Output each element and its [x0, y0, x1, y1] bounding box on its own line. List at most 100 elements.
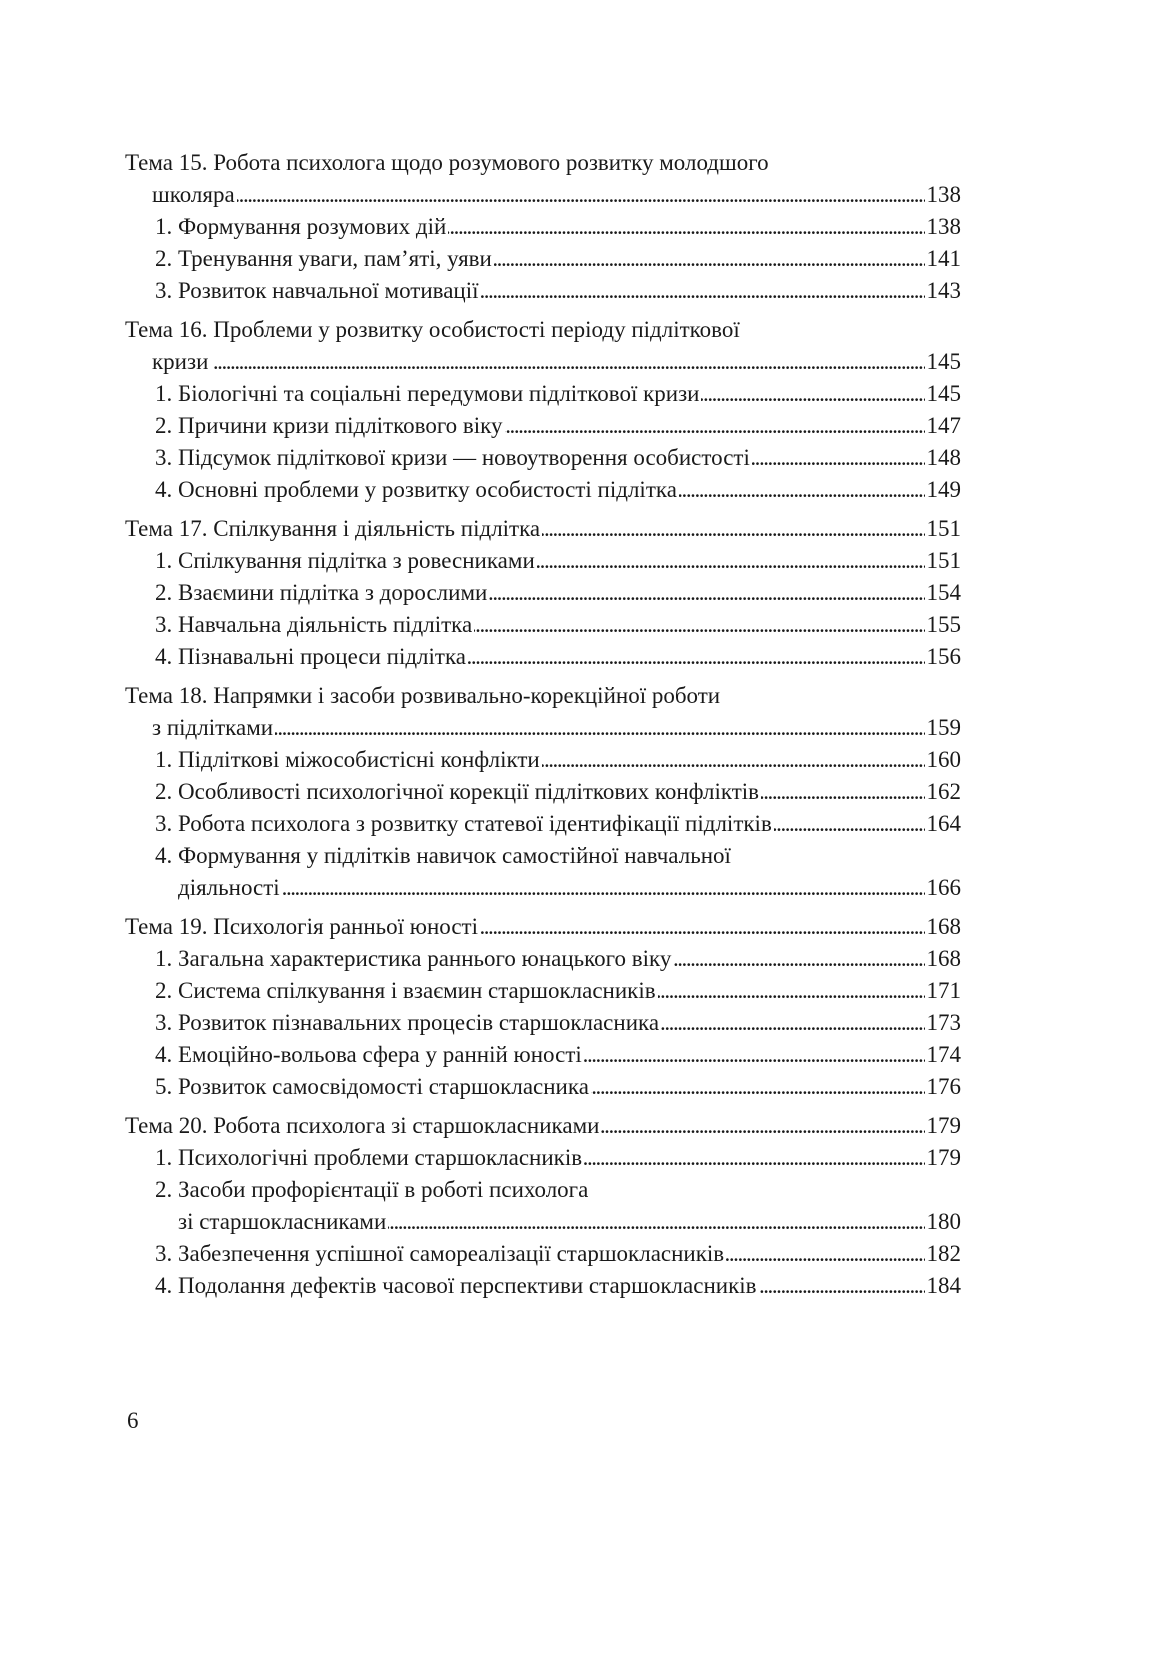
toc-subitem-label: 4. Формування у підлітків навичок самост…: [155, 843, 731, 868]
toc-subitem-label: 3. Розвиток навчальної мотивації: [155, 278, 479, 303]
toc-topic-title-label: Тема 18. Напрямки і засоби розвивально-к…: [125, 683, 721, 708]
toc-topic-title: кризи 145: [125, 346, 961, 378]
dot-leader: [701, 378, 924, 410]
page-ref: 154: [926, 580, 962, 605]
toc-topic-title-label: школяра: [152, 182, 235, 207]
page-ref: 147: [926, 413, 962, 438]
page-ref: 182: [926, 1241, 962, 1266]
page-ref: 138: [926, 182, 962, 207]
toc-topic-title-label: Тема 19. Психологія ранньої юності: [125, 914, 478, 939]
page-ref: 179: [926, 1145, 962, 1170]
dot-leader: [537, 545, 925, 577]
toc-subitem: 2. Система спілкування і взаємин старшок…: [125, 975, 961, 1007]
toc-subitem-label: 2. Система спілкування і взаємин старшок…: [155, 978, 656, 1003]
page-ref: 173: [926, 1010, 962, 1035]
page-ref: 159: [926, 715, 962, 740]
dot-leader: [726, 1238, 924, 1270]
toc-subitem-label: 2. Взаємини підлітка з дорослими: [155, 580, 488, 605]
toc-subitem: 1. Загальна характеристика раннього юнац…: [125, 943, 961, 975]
dot-leader: [210, 346, 924, 378]
toc-subitem: 1. Спілкування підлітка з ровесниками 151: [125, 545, 961, 577]
dot-leader: [661, 1007, 924, 1039]
dot-leader: [481, 275, 925, 307]
page-ref: 148: [926, 445, 962, 470]
toc-subitem-label: 4. Емоційно-вольова сфера у ранній юност…: [155, 1042, 582, 1067]
toc-subitem: 2. Особливості психологічної корекції пі…: [125, 776, 961, 808]
dot-leader: [591, 1071, 925, 1103]
toc-subitem: 4. Пізнавальні процеси підлітка 156: [125, 641, 961, 673]
toc-subitem: 1. Біологічні та соціальні передумови пі…: [125, 378, 961, 410]
toc-topic-title: Тема 15. Робота психолога щодо розумовог…: [125, 147, 961, 179]
toc-subitem-label: 4. Подолання дефектів часової перспектив…: [155, 1273, 757, 1298]
page-ref: 180: [926, 1209, 962, 1234]
dot-leader: [752, 442, 925, 474]
page-ref: 138: [926, 214, 962, 239]
page-ref: 164: [926, 811, 962, 836]
dot-leader: [474, 609, 924, 641]
toc-topic: Тема 16. Проблеми у розвитку особистості…: [125, 314, 961, 506]
toc-topic-title-label: Тема 15. Робота психолога щодо розумовог…: [125, 150, 769, 175]
page-ref: 151: [926, 516, 962, 541]
page-ref: 151: [926, 548, 962, 573]
page-ref: 168: [926, 914, 962, 939]
toc-subitem-label: 1. Психологічні проблеми старшокласників: [155, 1145, 583, 1170]
toc-topic-title: Тема 16. Проблеми у розвитку особистості…: [125, 314, 961, 346]
toc-subitem-label: 1. Біологічні та соціальні передумови пі…: [155, 381, 700, 406]
toc-subitem: 3. Робота психолога з розвитку статевої …: [125, 808, 961, 840]
toc-subitem-label: 3. Навчальна діяльність підлітка: [155, 612, 473, 637]
toc-subitem: 3. Розвиток навчальної мотивації 143: [125, 275, 961, 307]
dot-leader: [584, 1039, 925, 1071]
toc-subitem-label: зі старшокласниками: [178, 1209, 387, 1234]
toc-subitem-label: 2. Тренування уваги, пам’яті, уяви: [155, 246, 492, 271]
dot-leader: [468, 641, 924, 673]
toc-subitem: 4. Емоційно-вольова сфера у ранній юност…: [125, 1039, 961, 1071]
page-ref: 171: [926, 978, 962, 1003]
page-ref: 145: [926, 381, 962, 406]
page-number: 6: [127, 1408, 139, 1433]
toc-subitem: зі старшокласниками 180: [125, 1206, 961, 1238]
toc-topic-title: школяра 138: [125, 179, 961, 211]
page-ref: 176: [926, 1074, 962, 1099]
dot-leader: [542, 744, 925, 776]
toc-subitem: 4. Основні проблеми у розвитку особистос…: [125, 474, 961, 506]
toc-topic-title: Тема 17. Спілкування і діяльність підліт…: [125, 513, 961, 545]
page-ref: 156: [926, 644, 962, 669]
dot-leader: [388, 1206, 924, 1238]
toc-subitem-label: 3. Підсумок підліткової кризи — новоутво…: [155, 445, 750, 470]
dot-leader: [282, 872, 925, 904]
toc-subitem: 5. Розвиток самосвідомості старшокласник…: [125, 1071, 961, 1103]
toc-topic-title-label: з підлітками: [152, 715, 274, 740]
toc-subitem-label: 3. Розвиток пізнавальних процесів старшо…: [155, 1010, 660, 1035]
page-ref: 155: [926, 612, 962, 637]
toc-subitem: 3. Підсумок підліткової кризи — новоутво…: [125, 442, 961, 474]
toc-topic: Тема 19. Психологія ранньої юності 168 1. …: [125, 911, 961, 1103]
toc-subitem: 3. Розвиток пізнавальних процесів старшо…: [125, 1007, 961, 1039]
toc-subitem-label: 2. Засоби профорієнтації в роботі психол…: [155, 1177, 589, 1202]
toc-subitem-label: 2. Особливості психологічної корекції пі…: [155, 779, 760, 804]
dot-leader: [673, 943, 924, 975]
toc-subitem-label: діяльності: [178, 875, 280, 900]
toc-subitem: 2. Взаємини підлітка з дорослими 154: [125, 577, 961, 609]
page-ref: 162: [926, 779, 962, 804]
dot-leader: [448, 211, 924, 243]
page-ref: 168: [926, 946, 962, 971]
toc-topic-title: Тема 18. Напрямки і засоби розвивально-к…: [125, 680, 961, 712]
toc-subitem-label: 3. Забезпечення успішної самореалізації …: [155, 1241, 725, 1266]
page-ref: 149: [926, 477, 962, 502]
toc-topic-title-label: Тема 17. Спілкування і діяльність підліт…: [125, 516, 541, 541]
page-ref: 145: [926, 349, 962, 374]
dot-leader: [489, 577, 924, 609]
toc-topic-title: Тема 20. Робота психолога зі старшокласн…: [125, 1110, 961, 1142]
toc-topic-title-label: Тема 20. Робота психолога зі старшокласн…: [125, 1113, 600, 1138]
toc-subitem: 3. Забезпечення успішної самореалізації …: [125, 1238, 961, 1270]
toc-subitem-label: 5. Розвиток самосвідомості старшокласник…: [155, 1074, 589, 1099]
page-ref: 141: [926, 246, 962, 271]
dot-leader: [494, 243, 925, 275]
dot-leader: [237, 179, 925, 211]
toc-topic-title-label: кризи: [152, 349, 209, 374]
toc-subitem: 1. Підліткові міжособистісні конфлікти 16…: [125, 744, 961, 776]
page-ref: 160: [926, 747, 962, 772]
toc-topic: Тема 15. Робота психолога щодо розумовог…: [125, 147, 961, 307]
toc-subitem-label: 1. Загальна характеристика раннього юнац…: [155, 946, 672, 971]
toc-subitem: 3. Навчальна діяльність підлітка 155: [125, 609, 961, 641]
